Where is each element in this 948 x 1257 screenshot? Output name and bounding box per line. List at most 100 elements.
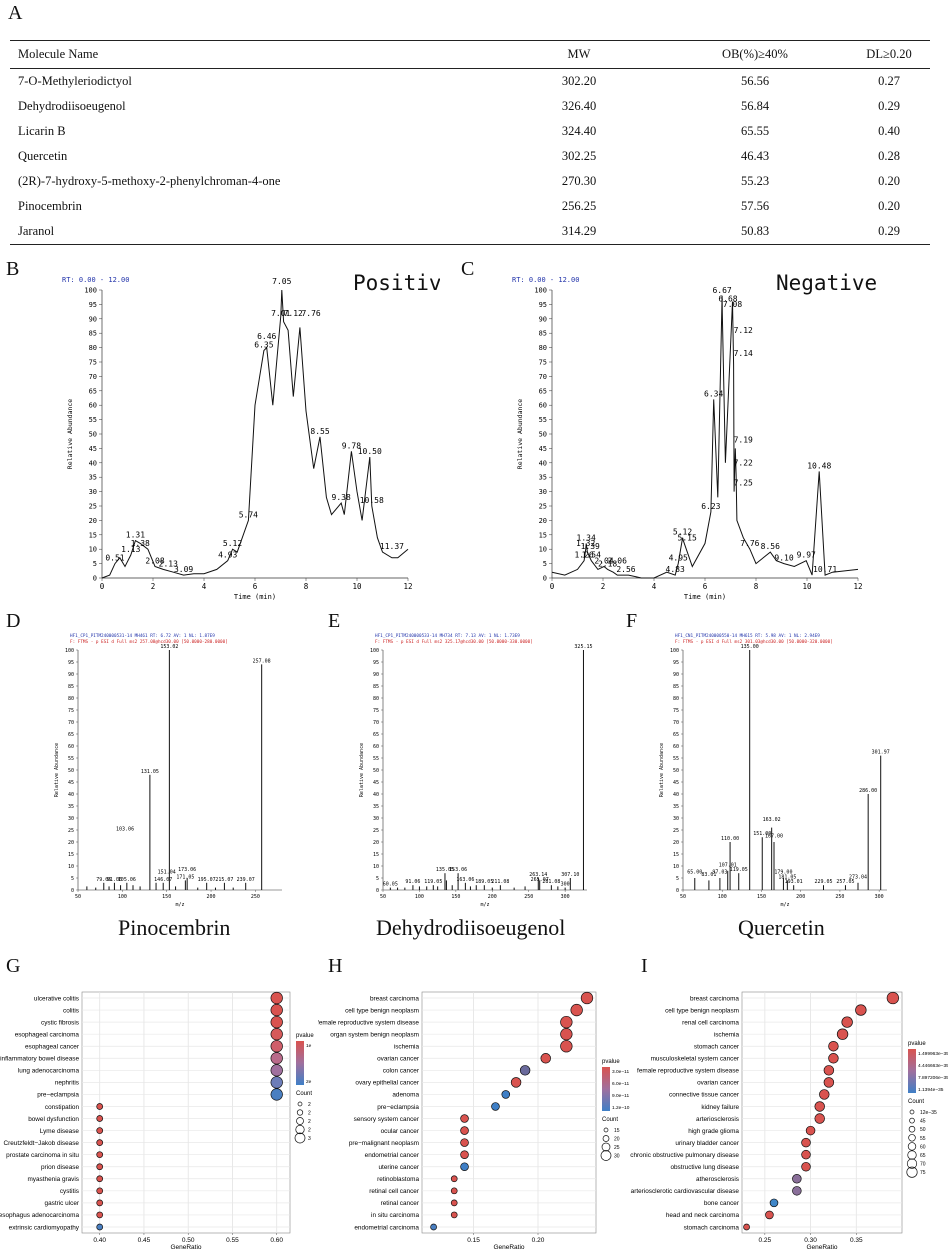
x-tick-label: 0.20: [532, 1237, 545, 1244]
legend-size-label: 60: [920, 1144, 926, 1150]
data-point: [270, 1052, 283, 1065]
peak-label: 0.51: [105, 554, 124, 563]
y-tick-label: 20: [673, 840, 679, 846]
spectrum-scan: F: FTMS - p ESI d Full ms2 257.08@hcd30.…: [70, 639, 228, 645]
y-tick-label: 55: [89, 416, 97, 424]
data-point: [792, 1186, 802, 1196]
cell-mw: 324.40: [561, 124, 597, 138]
x-tick-label: 10: [352, 582, 362, 591]
cell-ob: 55.23: [740, 174, 770, 188]
peak-label: 65.00: [687, 870, 702, 876]
y-tick-label: 65: [673, 732, 679, 738]
y-tick-label: 95: [68, 660, 74, 666]
table-row: Licarin B 324.40 65.55 0.40: [10, 119, 930, 144]
spectrum-header: HF1_CP1_PITM240000533-14 MH734 RT: 7.13 …: [375, 633, 520, 639]
x-axis-label: Time (min): [684, 593, 726, 600]
peak-label: 146.07: [154, 877, 172, 883]
peak-label: 1.26: [574, 551, 593, 560]
legend-title-pvalue: pvalue: [602, 1059, 620, 1065]
y-tick-label: 75: [539, 359, 547, 367]
cell-dl: 0.20: [878, 174, 900, 188]
y-tick-label: 15: [68, 852, 74, 858]
cell-ob: 65.55: [740, 124, 770, 138]
category-label: Lyme disease: [40, 1128, 80, 1135]
peak-label: 257.05: [836, 879, 854, 885]
peak-label: 1.34: [577, 533, 596, 542]
category-label: retinal cancer: [381, 1200, 420, 1207]
peak-label: 7.19: [734, 436, 753, 445]
y-tick-label: 25: [89, 503, 97, 511]
legend-size-label: 2: [308, 1128, 311, 1134]
legend-size-label: 3: [308, 1136, 311, 1142]
y-tick-label: 80: [89, 344, 97, 352]
y-tick-label: 25: [373, 828, 379, 834]
panel-letter-c: C: [461, 258, 475, 280]
legend-size-label: 2: [308, 1102, 311, 1108]
y-tick-label: 80: [373, 696, 379, 702]
x-tick-label: 0.50: [182, 1237, 195, 1244]
category-label: retinal cell cancer: [369, 1188, 420, 1195]
category-label: prion disease: [41, 1164, 79, 1171]
category-label: nephritis: [55, 1080, 79, 1087]
header-ob: OB(%)≥40%: [662, 40, 848, 69]
cell-dl: 0.29: [878, 99, 900, 113]
peak-label: 215.07: [215, 877, 233, 883]
y-tick-label: 30: [539, 488, 547, 496]
legend-size-circle: [907, 1142, 917, 1151]
legend-size-circle: [297, 1101, 303, 1107]
y-tick-label: 100: [84, 287, 97, 295]
data-point: [96, 1175, 104, 1183]
x-tick-label: 100: [415, 894, 424, 900]
data-point: [560, 1015, 573, 1029]
y-tick-label: 0: [676, 888, 679, 894]
category-label: esophageal carcinoma: [15, 1031, 80, 1038]
peak-label: 97.03: [712, 870, 727, 876]
category-label: sensory system cancer: [354, 1116, 420, 1123]
chromatogram-trace: [551, 295, 859, 579]
cell-dl: 0.40: [878, 124, 900, 138]
x-tick-label: 8: [754, 582, 759, 591]
y-tick-label: 10: [68, 864, 74, 870]
data-point: [814, 1101, 825, 1112]
y-tick-label: 0: [543, 575, 547, 583]
peak-label: 6.23: [701, 502, 720, 511]
compound-label-quercetin: Quercetin: [738, 915, 825, 940]
data-point: [270, 1076, 283, 1089]
peak-label: 131.05: [141, 769, 159, 775]
data-point: [580, 991, 594, 1005]
table-row: Jaranol 314.29 50.83 0.29: [10, 219, 930, 245]
x-tick-label: 4: [202, 582, 207, 591]
legend-size-circle: [294, 1132, 306, 1144]
legend-size-label: 25: [614, 1145, 620, 1151]
category-label: Creutzfeldt−Jakob disease: [4, 1140, 80, 1147]
x-tick-label: 200: [488, 894, 497, 900]
y-tick-label: 5: [676, 876, 679, 882]
peak-label: 273.04: [849, 874, 867, 880]
compound-label-pinocembrin: Pinocembrin: [118, 915, 231, 940]
y-tick-label: 85: [89, 330, 97, 338]
cell-name: Dehydrodiisoeugenol: [18, 99, 126, 113]
data-point: [450, 1175, 458, 1183]
data-point: [805, 1125, 816, 1136]
legend-title-count: Count: [602, 1117, 618, 1123]
peak-label: 7.12: [284, 309, 303, 318]
y-tick-label: 80: [673, 696, 679, 702]
category-label: arteriosclerotic cardiovascular disease: [631, 1188, 740, 1195]
x-tick-label: 4: [652, 582, 657, 591]
legend-size-label: 15: [614, 1128, 620, 1134]
peak-label: 6.34: [704, 389, 723, 398]
y-tick-label: 30: [68, 816, 74, 822]
data-point: [501, 1090, 511, 1099]
y-tick-label: 60: [68, 744, 74, 750]
y-tick-label: 15: [89, 531, 97, 539]
legend-color-label: 1e: [306, 1043, 312, 1049]
y-tick-label: 25: [68, 828, 74, 834]
y-tick-label: 85: [673, 684, 679, 690]
data-point: [450, 1199, 458, 1207]
category-label: prostate carcinoma in situ: [6, 1152, 79, 1159]
table-row: 7-O-Methyleriodictyol 302.20 56.56 0.27: [10, 69, 930, 95]
ms-spectrum-dehydrodiisoeugenol: HF1_CP1_PITM240000533-14 MH734 RT: 7.13 …: [359, 633, 592, 908]
plot-panel: [421, 991, 597, 1234]
x-tick-label: 10: [802, 582, 812, 591]
y-tick-label: 95: [673, 660, 679, 666]
